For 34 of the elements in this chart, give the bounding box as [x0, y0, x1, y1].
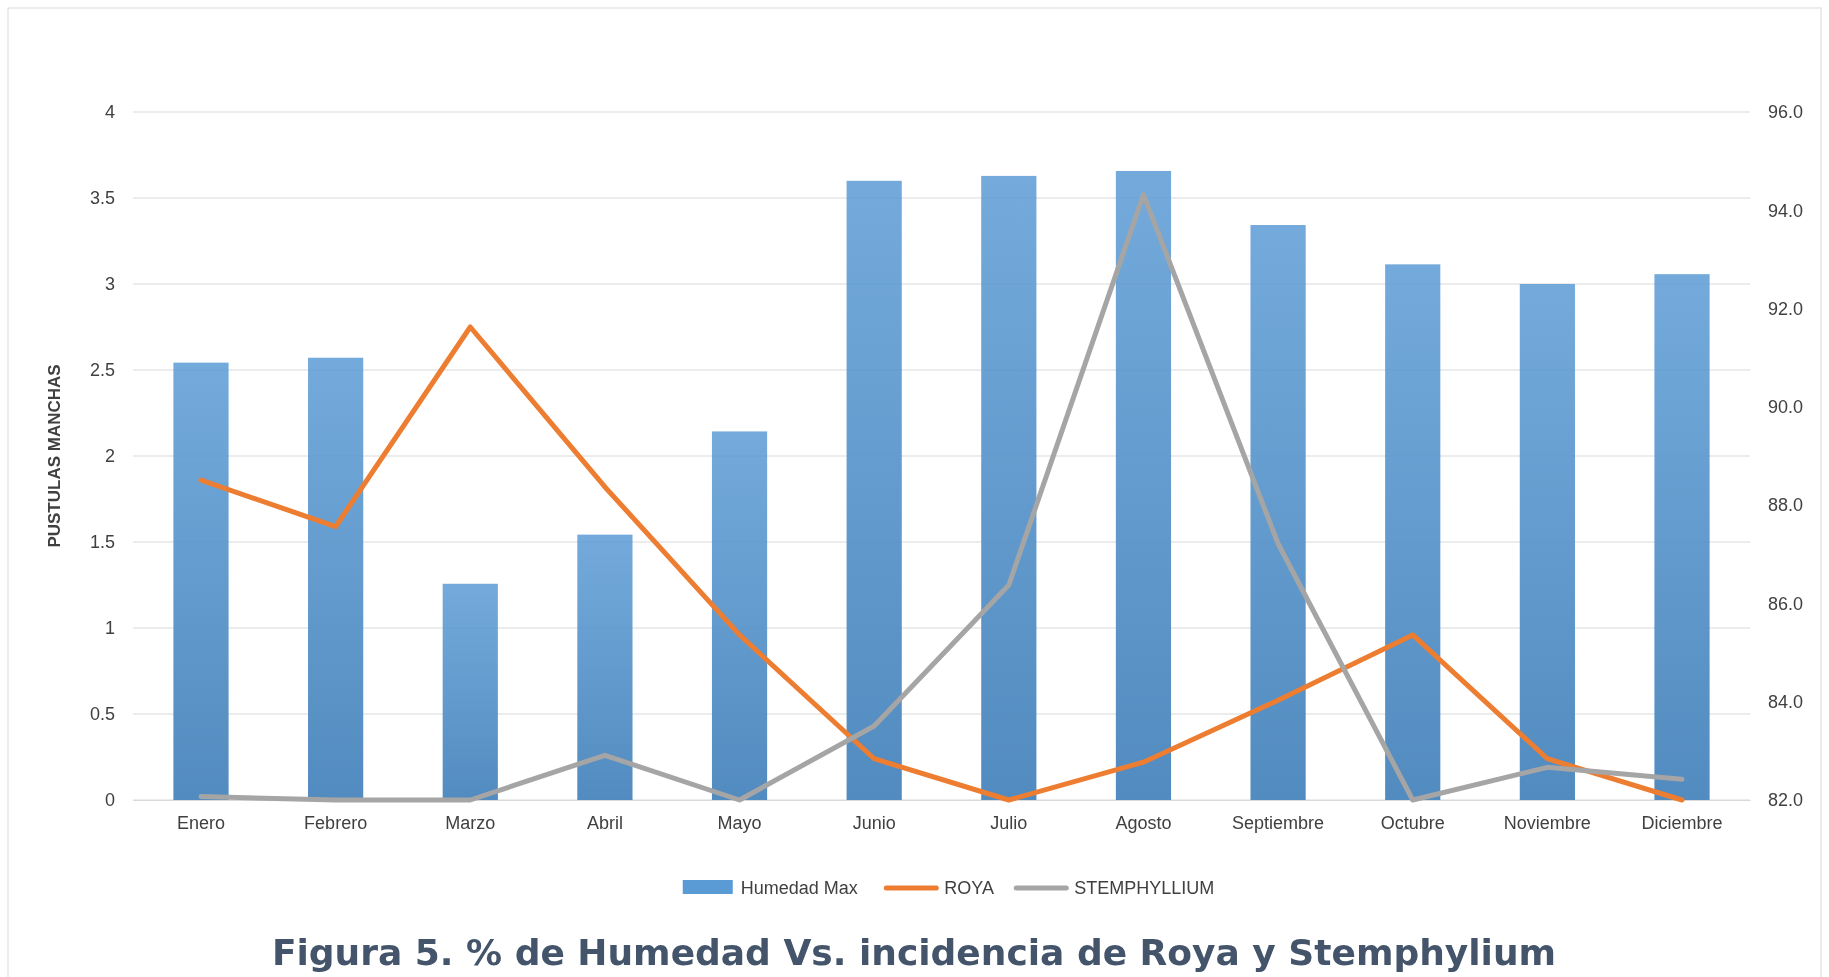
- x-tick-label: Junio: [852, 812, 896, 833]
- x-tick-label: Julio: [990, 812, 1028, 833]
- y-tick-label: 1: [104, 618, 115, 639]
- x-tick-label: Abril: [586, 812, 623, 833]
- x-tick-label: Mayo: [717, 812, 762, 833]
- x-tick-label: Noviembre: [1503, 812, 1591, 833]
- y-tick-label: 3: [104, 274, 115, 295]
- y2-tick-label: 92.0: [1768, 298, 1804, 319]
- x-tick-label: Diciembre: [1641, 812, 1723, 833]
- y-tick-label: 2.5: [89, 360, 115, 381]
- y2-tick-label: 90.0: [1768, 397, 1804, 418]
- x-tick-label: Octubre: [1380, 812, 1445, 833]
- y-axis-title: PUSTULAS MANCHAS: [45, 364, 64, 548]
- legend-label: Humedad Max: [740, 878, 858, 898]
- x-tick-label: Febrero: [304, 812, 368, 833]
- text: Figura 5. % de Humedad Vs. incidencia de Roya y Stemphylium: [271, 932, 1557, 973]
- x-tick-label: Marzo: [445, 812, 496, 833]
- y2-tick-label: 82.0: [1768, 790, 1804, 811]
- y2-tick-label: 84.0: [1768, 691, 1804, 712]
- y-tick-label: 0.5: [89, 704, 115, 725]
- legend-label: STEMPHYLLIUM: [1074, 878, 1215, 898]
- y-tick-label: 4: [104, 102, 115, 123]
- y-tick-label: 0: [104, 790, 115, 811]
- legend-label: ROYA: [944, 878, 994, 898]
- x-tick-label: Septiembre: [1232, 812, 1325, 833]
- y2-tick-label: 96.0: [1768, 102, 1804, 123]
- x-tick-label: Agosto: [1115, 812, 1172, 833]
- y2-tick-label: 94.0: [1768, 200, 1804, 221]
- y-tick-label: 3.5: [89, 188, 115, 209]
- y-tick-label: 1.5: [89, 532, 115, 553]
- y2-tick-label: 88.0: [1768, 495, 1804, 516]
- y-tick-label: 2: [104, 446, 115, 467]
- y2-tick-label: 86.0: [1768, 593, 1804, 614]
- x-tick-label: Enero: [176, 812, 226, 833]
